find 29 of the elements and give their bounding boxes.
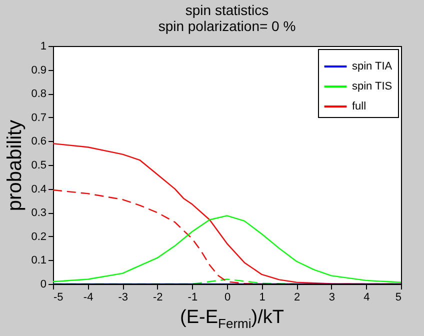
- y-tick-label: 1: [40, 40, 46, 52]
- chart-title: spin statistics: [185, 2, 269, 18]
- y-tick-label: 0.2: [31, 230, 46, 243]
- y-tick-label: 0: [40, 278, 46, 290]
- y-tick-label: 0.5: [31, 160, 46, 172]
- x-tick-label: 1: [259, 292, 266, 304]
- x-tick-label: -5: [54, 292, 64, 304]
- y-tick-label: 0.1: [31, 254, 46, 267]
- x-tick-label: 4: [364, 292, 370, 304]
- x-tick-label: 0: [224, 292, 231, 304]
- x-axis-title: (E-E$_{Fermi}$)/kT: [179, 307, 285, 333]
- chart-subtitle: spin polarization= 0 %: [158, 18, 296, 34]
- legend-label: full: [352, 100, 366, 112]
- y-tick-label: 0.6: [31, 136, 46, 148]
- y-tick-label: 0.9: [31, 64, 46, 76]
- y-tick-label: 0.7: [31, 112, 46, 124]
- x-tick-label: 2: [294, 292, 300, 304]
- y-tick-label: 0.3: [31, 207, 46, 220]
- x-tick-label: -4: [83, 292, 94, 304]
- y-tick-label: 0.8: [31, 88, 46, 100]
- x-tick-label: -3: [118, 292, 128, 304]
- x-tick-label: 5: [395, 292, 402, 304]
- x-tick-label: -1: [188, 292, 198, 304]
- y-tick-label: 0.4: [31, 183, 46, 196]
- y-axis-title: probability: [4, 120, 26, 212]
- legend-label: spin TIS: [352, 80, 392, 92]
- x-tick-label: -2: [153, 292, 163, 304]
- legend-label: spin TIA: [352, 60, 393, 72]
- x-tick-label: 3: [328, 292, 335, 304]
